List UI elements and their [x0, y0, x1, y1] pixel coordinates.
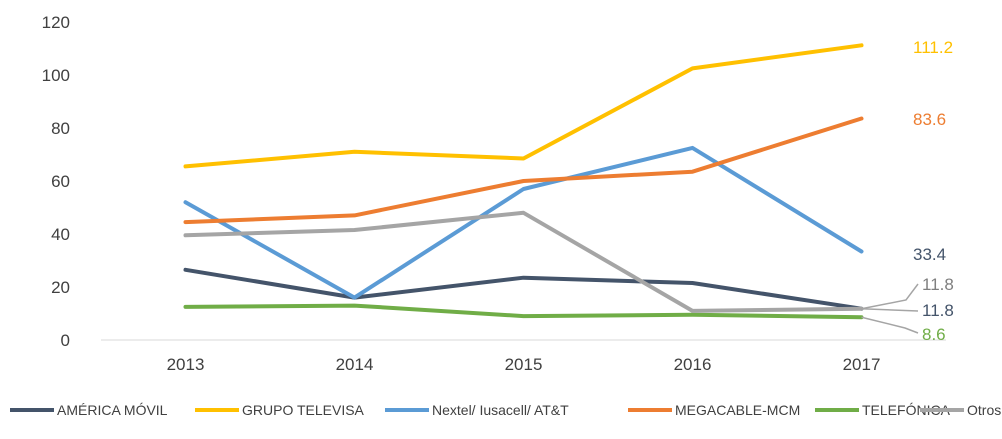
series-line-2	[183, 145, 864, 300]
legend-item: AMÉRICA MÓVIL	[10, 402, 168, 418]
data-label-layer: 11.8 111.2 33.4 83.6 8.6 11.8	[861, 38, 954, 344]
legend-label: MEGACABLE-MCM	[675, 402, 800, 418]
series-line-5	[183, 210, 864, 313]
y-tick-label: 100	[42, 66, 70, 85]
series-line-4	[183, 303, 864, 320]
data-label: 111.2	[913, 38, 953, 57]
data-label: 8.6	[922, 325, 946, 344]
legend-label: Otros	[967, 402, 1001, 418]
series-line-0	[183, 267, 864, 311]
y-tick-label: 0	[61, 331, 70, 350]
legend-item: Nextel/ Iusacell/ AT&T	[385, 402, 569, 418]
axis-layer: 0 20 40 60 80 100 120 2013 2014 2015 2016 2017	[42, 13, 946, 374]
legend: AMÉRICA MÓVIL GRUPO TELEVISA Nextel/ Iusac…	[10, 402, 1001, 418]
y-tick-label: 20	[51, 278, 70, 297]
legend-label: Nextel/ Iusacell/ AT&T	[432, 402, 569, 418]
y-tick-label: 60	[51, 172, 70, 191]
legend-item: GRUPO TELEVISA	[195, 402, 365, 418]
x-tick-label: 2015	[505, 355, 543, 374]
legend-label: TELEFÓNICA	[862, 402, 951, 418]
series-line-3	[183, 116, 864, 225]
data-label: 11.8	[922, 275, 954, 294]
y-tick-label: 40	[51, 225, 70, 244]
legend-item: MEGACABLE-MCM	[628, 402, 800, 418]
data-label: 83.6	[913, 110, 946, 129]
x-tick-label: 2017	[843, 355, 881, 374]
data-label: 33.4	[913, 245, 946, 264]
series-layer	[183, 43, 864, 320]
legend-label: AMÉRICA MÓVIL	[57, 402, 168, 418]
y-tick-label: 120	[42, 13, 70, 32]
x-tick-label: 2013	[167, 355, 205, 374]
data-label-leader	[861, 316, 919, 334]
x-tick-label: 2016	[674, 355, 712, 374]
data-label-leader	[861, 307, 919, 312]
legend-item: Otros	[920, 402, 1001, 418]
legend-item: TELEFÓNICA	[815, 402, 951, 418]
legend-label: GRUPO TELEVISA	[242, 402, 365, 418]
data-label: 11.8	[922, 301, 954, 320]
series-line-1	[183, 43, 864, 169]
y-tick-label: 80	[51, 119, 70, 138]
data-label-leader	[861, 283, 919, 310]
x-tick-label: 2014	[336, 355, 374, 374]
